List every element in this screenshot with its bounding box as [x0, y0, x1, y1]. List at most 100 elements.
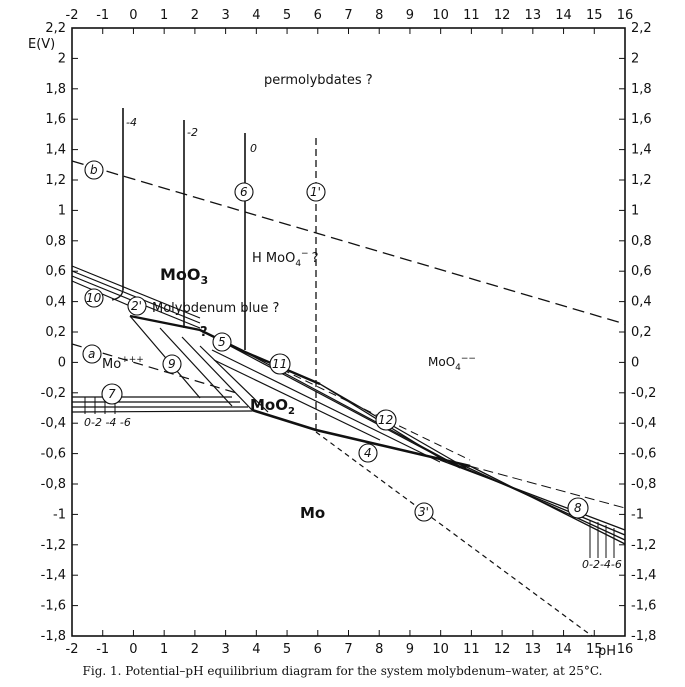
y-tick-label-right: 0,4	[631, 295, 652, 310]
label-1prime: 1'	[310, 185, 321, 199]
log-label-right: 0-2-4-6	[582, 558, 622, 571]
y-tick-label-right: 0	[631, 355, 639, 370]
y-tick-label-right: 1,8	[631, 82, 652, 97]
y-tick-label-right: -1	[631, 507, 644, 522]
y-tick-label-left: 1,4	[45, 143, 66, 158]
x-tick-label-top: 1	[160, 8, 168, 23]
y-tick-label-left: -0,8	[41, 477, 66, 492]
label-a: a	[88, 347, 95, 361]
x-tick-label-top: 0	[129, 8, 137, 23]
line-b	[71, 160, 626, 325]
x-tick-label-bottom: -1	[96, 642, 109, 657]
x-tick-label-top: 11	[463, 8, 480, 23]
y-tick-label-right: -0,2	[631, 386, 656, 401]
y-tick-label-left: 2	[58, 51, 66, 66]
circle-labels	[82, 160, 589, 522]
y-tick-label-left: 0,4	[45, 295, 66, 310]
y-tick-label-left: -1	[53, 507, 66, 522]
family-7	[71, 396, 253, 413]
y-tick-label-right: -1,2	[631, 538, 656, 553]
region-moo4: MoO4−−	[428, 354, 476, 373]
label-11: 11	[272, 357, 287, 371]
x-tick-label-top: 8	[375, 8, 383, 23]
y-tick-label-left: -1,6	[41, 599, 66, 614]
region-moo2: MoO2	[250, 396, 295, 417]
x-tick-label-bottom: 5	[283, 642, 291, 657]
x-tick-label-bottom: 3	[221, 642, 229, 657]
x-tick-label-top: 7	[344, 8, 352, 23]
label-6: 6	[240, 185, 248, 199]
y-tick-label-left: -1,8	[41, 629, 66, 644]
x-tick-label-bottom: 15	[586, 642, 603, 657]
y-axis-label: E(V)	[28, 37, 55, 52]
region-permolybdates: permolybdates ?	[264, 73, 373, 88]
label-12: 12	[378, 413, 393, 427]
line-a	[71, 343, 241, 395]
x-tick-label-top: 2	[191, 8, 199, 23]
x-tick-label-bottom: 8	[375, 642, 383, 657]
y-tick-label-right: 2,2	[631, 21, 652, 36]
y-tick-label-left: -1,2	[41, 538, 66, 553]
log-label-0: 0	[250, 142, 257, 155]
x-tick-label-bottom: 10	[432, 642, 449, 657]
y-tick-label-right: -0,8	[631, 477, 656, 492]
y-tick-label-right: 0,2	[631, 325, 652, 340]
label-10: 10	[86, 291, 102, 305]
y-tick-label-left: 0,8	[45, 234, 66, 249]
label-7: 7	[108, 387, 116, 401]
x-tick-label-bottom: 14	[555, 642, 572, 657]
x-tick-label-bottom: -2	[66, 642, 79, 657]
x-tick-label-top: 12	[494, 8, 511, 23]
log-label-left: 0-2 -4 -6	[84, 416, 131, 429]
y-tick-label-right: 0,6	[631, 264, 652, 279]
line-4-dashed	[199, 329, 471, 461]
y-tick-label-left: 1,6	[45, 112, 66, 127]
figure-caption: Fig. 1. Potential–pH equilibrium diagram…	[82, 664, 603, 678]
y-tick-label-right: 1,2	[631, 173, 652, 188]
label-9: 9	[168, 357, 176, 371]
y-tick-label-right: 1,6	[631, 112, 652, 127]
x-tick-label-top: -1	[96, 8, 109, 23]
axis-ticks: -2-2-1-100112233445566778899101011111212…	[41, 8, 657, 657]
y-tick-label-left: 0	[58, 355, 66, 370]
y-tick-label-left: -0,4	[41, 416, 66, 431]
y-tick-label-left: -0,2	[41, 386, 66, 401]
log-label-m2: -2	[187, 126, 198, 139]
y-tick-label-right: -1,6	[631, 599, 656, 614]
y-tick-label-left: 1,2	[45, 173, 66, 188]
label-3prime: 3'	[418, 505, 429, 519]
y-tick-label-right: -0,4	[631, 416, 656, 431]
region-mo: Mo	[300, 504, 325, 522]
x-tick-label-top: 6	[314, 8, 322, 23]
label-4: 4	[364, 446, 372, 460]
y-tick-label-left: -1,4	[41, 568, 66, 583]
y-tick-label-right: -1,8	[631, 629, 656, 644]
x-tick-label-top: 13	[525, 8, 542, 23]
y-tick-label-left: 0,2	[45, 325, 66, 340]
x-tick-label-top: 3	[221, 8, 229, 23]
x-tick-label-top: -2	[66, 8, 79, 23]
label-5: 5	[218, 335, 226, 349]
x-tick-label-bottom: 1	[160, 642, 168, 657]
x-tick-label-bottom: 11	[463, 642, 480, 657]
family-11-12	[199, 329, 467, 469]
y-tick-label-right: -1,4	[631, 568, 656, 583]
y-tick-label-left: 1,8	[45, 82, 66, 97]
region-mo3plus: Mo+++	[102, 355, 144, 372]
x-tick-label-bottom: 9	[406, 642, 414, 657]
plot-frame	[71, 27, 626, 637]
family-8	[439, 459, 626, 545]
y-tick-label-left: 0,6	[45, 264, 66, 279]
y-tick-label-left: 2,2	[45, 21, 66, 36]
y-tick-label-right: 0,8	[631, 234, 652, 249]
family-9	[129, 315, 269, 413]
y-tick-label-right: 1,4	[631, 143, 652, 158]
x-tick-label-top: 14	[555, 8, 572, 23]
label-b: b	[90, 163, 98, 177]
line-3prime	[315, 431, 593, 637]
label-2prime: 2'	[131, 299, 142, 313]
x-tick-label-top: 10	[432, 8, 449, 23]
x-tick-label-bottom: 7	[344, 642, 352, 657]
x-tick-label-bottom: 16	[617, 642, 634, 657]
